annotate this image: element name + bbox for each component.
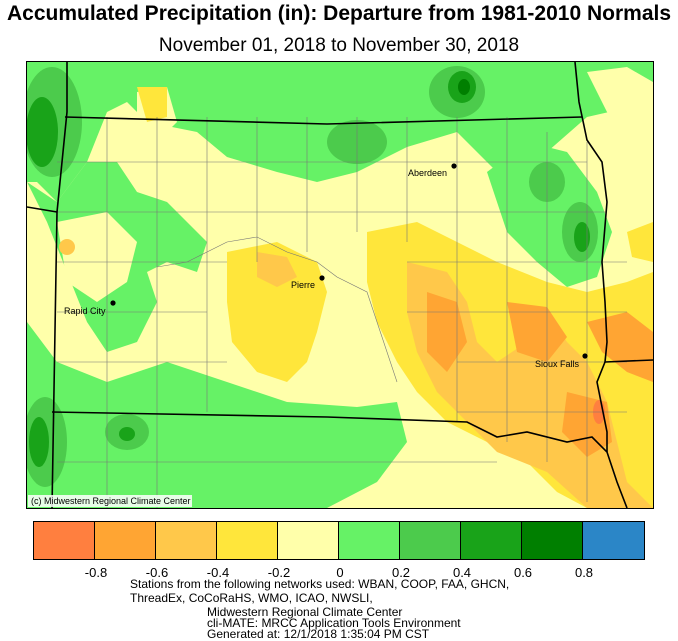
legend-swatch xyxy=(278,522,339,559)
legend-swatch xyxy=(217,522,278,559)
county-lines xyxy=(57,117,627,508)
map-canvas: Aberdeen Pierre Rapid City Sioux Falls (… xyxy=(27,62,653,508)
legend-swatch xyxy=(583,522,644,559)
state-borders xyxy=(27,62,653,508)
footer-line-1: Stations from the following networks use… xyxy=(130,577,510,591)
footer-line-4: cli-MATE: MRCC Application Tools Environ… xyxy=(207,616,461,630)
legend-ticks: -0.8 -0.6 -0.4 -0.2 0 0.2 0.4 0.6 0.8 xyxy=(0,565,678,583)
legend-tick: -0.8 xyxy=(84,565,108,580)
city-label-pierre: Pierre xyxy=(291,280,315,290)
credit-text: (c) Midwestern Regional Climate Center xyxy=(31,496,191,506)
legend-swatch xyxy=(34,522,95,559)
legend-tick: 0.6 xyxy=(513,565,533,580)
city-markers: Aberdeen Pierre Rapid City Sioux Falls xyxy=(64,163,588,369)
city-dot-aberdeen xyxy=(451,163,457,169)
precipitation-map: Aberdeen Pierre Rapid City Sioux Falls (… xyxy=(26,61,654,509)
legend-tick: 0.8 xyxy=(574,565,594,580)
city-dot-pierre xyxy=(319,275,325,281)
legend-swatch xyxy=(461,522,522,559)
city-dot-rapid-city xyxy=(110,300,116,306)
city-label-aberdeen: Aberdeen xyxy=(408,168,447,178)
legend-tick: 0.4 xyxy=(452,565,472,580)
date-range-subtitle: November 01, 2018 to November 30, 2018 xyxy=(158,35,520,56)
city-label-sioux-falls: Sioux Falls xyxy=(535,359,580,369)
legend-tick: -0.4 xyxy=(206,565,230,580)
color-legend xyxy=(33,521,645,560)
legend-swatch xyxy=(95,522,156,559)
city-label-rapid-city: Rapid City xyxy=(64,306,106,316)
footer-line-3: Midwestern Regional Climate Center xyxy=(207,605,403,619)
footer-line-5: Generated at: 12/1/2018 1:35:04 PM CST xyxy=(207,627,430,641)
credit-box xyxy=(28,495,192,507)
city-dot-sioux-falls xyxy=(582,353,588,359)
legend-swatch xyxy=(400,522,461,559)
legend-tick: 0.2 xyxy=(391,565,411,580)
footer-line-2: ThreadEx, CoCoRaHS, WMO, ICAO, NWSLI, xyxy=(130,591,373,605)
legend-swatch xyxy=(522,522,583,559)
legend-tick: 0 xyxy=(336,565,344,580)
legend-swatch xyxy=(339,522,400,559)
legend-tick: -0.6 xyxy=(145,565,169,580)
legend-swatch xyxy=(156,522,217,559)
legend-tick: -0.2 xyxy=(267,565,291,580)
map-title: Accumulated Precipitation (in): Departur… xyxy=(6,2,672,25)
